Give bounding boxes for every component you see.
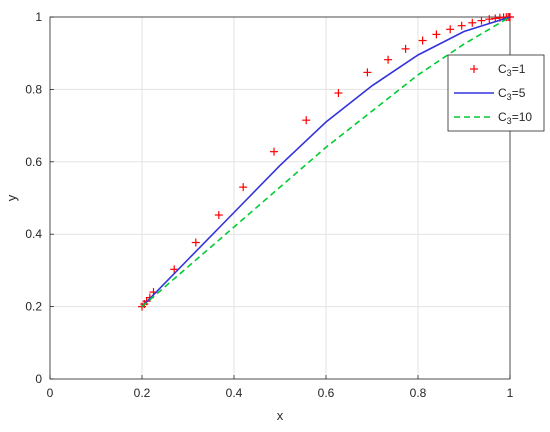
- plot-area-frame: [49, 16, 511, 380]
- legend-label: C3=5: [498, 86, 526, 102]
- x-tick-label: 0: [47, 386, 54, 400]
- series-layer: [138, 13, 514, 311]
- data-point-c3-1: [485, 15, 494, 24]
- grid: [49, 16, 511, 380]
- y-tick-label: 1: [35, 10, 42, 24]
- data-point-c3-1: [170, 265, 179, 274]
- x-tick-label: 1: [507, 386, 514, 400]
- legend-label: C3=10: [498, 110, 532, 126]
- data-point-c3-1: [432, 30, 441, 39]
- data-point-c3-1: [191, 238, 200, 247]
- legend-marker-plus: [470, 65, 478, 73]
- data-point-c3-1: [401, 44, 410, 53]
- x-tick-label: 0.2: [134, 386, 151, 400]
- data-point-c3-1: [418, 36, 427, 45]
- series-line-c3-10: [141, 16, 511, 308]
- data-point-c3-1: [334, 89, 343, 98]
- y-tick-label: 0.4: [25, 227, 42, 241]
- data-point-c3-1: [477, 16, 486, 25]
- x-tick-label: 0.8: [410, 386, 427, 400]
- data-point-c3-1: [270, 147, 279, 156]
- y-tick-label: 0.8: [25, 82, 42, 96]
- y-tick-label: 0: [35, 372, 42, 386]
- data-point-c3-1: [239, 183, 248, 192]
- data-point-c3-1: [302, 116, 311, 125]
- legend: C3=1 C3=5 C3=10: [447, 54, 545, 132]
- y-tick-label: 0.2: [25, 300, 42, 314]
- x-axis-label: x: [277, 408, 284, 423]
- data-point-c3-1: [214, 211, 223, 220]
- legend-label: C3=1: [498, 62, 526, 78]
- x-tick-label: 0.4: [226, 386, 243, 400]
- series-line-c3-5: [141, 16, 511, 308]
- x-tick-label: 0.6: [318, 386, 335, 400]
- data-point-c3-1: [446, 25, 455, 34]
- y-tick-label: 0.6: [25, 155, 42, 169]
- data-point-c3-1: [384, 55, 393, 64]
- data-point-c3-1: [363, 68, 372, 77]
- y-axis-label: y: [4, 194, 19, 201]
- data-point-c3-1: [457, 21, 466, 30]
- data-point-c3-1: [468, 18, 477, 27]
- tick-layer: 0 0.2 0.4 0.6 0.8 1 0 0.2 0.4 0.6 0.8 1: [25, 10, 513, 400]
